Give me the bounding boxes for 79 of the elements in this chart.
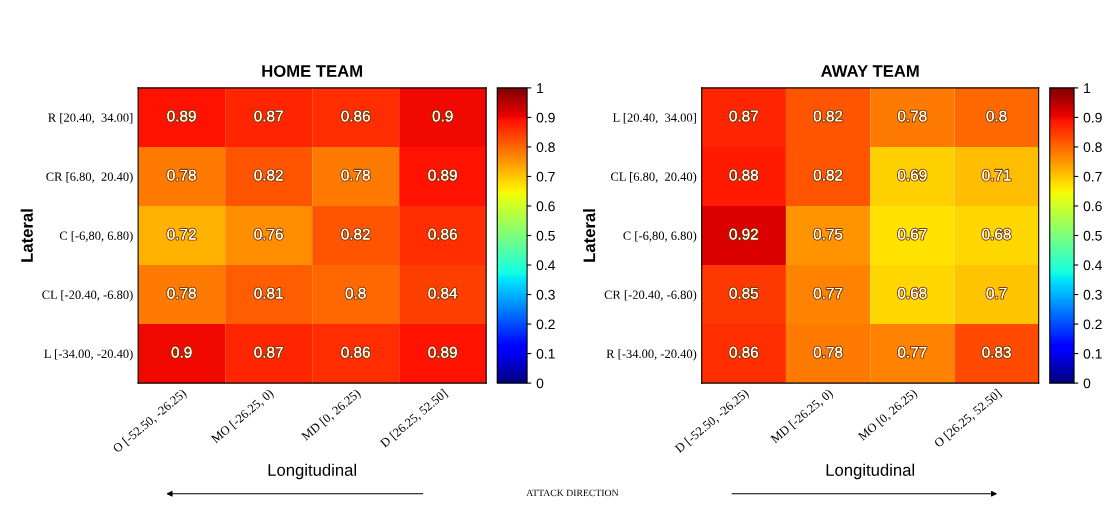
y-tick-label: CR [6.80, 20.40) [46,172,133,184]
color-bar-label: 0.9 [1083,112,1102,123]
color-bar-label: 0.1 [1083,348,1102,359]
color-bar-label: 0 [536,378,544,389]
color-bar-label: 0.5 [1083,230,1102,241]
y-tick-label: CL [6.80, 20.40) [611,172,697,184]
color-bar-label: 0.2 [1083,319,1102,330]
y-tick-label: R [-34.00, -20.40) [606,349,697,361]
data-label: 0.68 [898,287,927,299]
color-bar-label: 0.7 [1083,171,1102,182]
data-label: 0.9 [171,346,192,358]
data-label: 0.82 [813,169,843,181]
data-label: 0.7 [986,287,1007,299]
data-label: 0.89 [428,346,457,358]
color-bar-label: 1 [1084,83,1091,93]
x-axis-title: Longitudinal [826,463,915,480]
data-label: 0.8 [986,110,1007,122]
color-bar-label: 0.8 [1083,142,1102,153]
data-label: 0.82 [341,228,370,240]
data-label: 0.78 [341,169,370,181]
data-label: 0.89 [167,110,196,122]
data-label: 0.9 [432,110,453,122]
data-label: 0.88 [729,169,759,181]
data-label: 0.89 [428,169,457,181]
data-label: 0.78 [813,346,843,358]
data-label: 0.68 [982,228,1011,240]
color-bar-label: 0.3 [1083,289,1102,300]
data-label: 0.87 [254,346,283,358]
data-label: 0.77 [898,346,927,358]
color-bar-label: 0.8 [536,142,555,153]
y-tick-label: L [-34.00, -20.40) [44,349,133,361]
data-label: 0.67 [898,228,927,240]
data-label: 0.78 [167,287,196,299]
y-axis-title: Lateral [20,209,33,262]
data-label: 0.81 [254,287,283,299]
chart-title: HOME TEAM [262,65,362,77]
data-label: 0.78 [898,110,927,122]
x-axis-title: Longitudinal [268,463,356,480]
y-tick-label: L [20.40, 34.00] [612,113,696,124]
data-label: 0.78 [167,169,196,181]
data-label: 0.82 [813,110,843,122]
color-bar-label: 0.1 [536,348,555,359]
color-bar-label: 0.6 [1083,201,1102,212]
data-label: 0.86 [341,110,370,122]
data-label: 0.85 [729,287,759,299]
color-bar-label: 0 [1083,378,1091,389]
data-label: 0.69 [898,169,927,181]
data-label: 0.72 [167,228,196,240]
color-bar-label: 0.9 [536,112,555,123]
color-bar-label: 1 [537,83,544,93]
data-label: 0.76 [254,228,283,240]
y-tick-label: R [20.40, 34.00] [48,113,133,124]
color-bar-label: 0.4 [1083,260,1102,271]
data-label: 0.84 [428,287,458,299]
data-label: 0.8 [345,287,366,299]
data-label: 0.83 [982,346,1011,358]
data-label: 0.77 [813,287,843,299]
data-label: 0.92 [729,228,758,240]
text: ATTACK DIRECTION [526,489,619,497]
data-label: 0.87 [729,110,758,122]
data-label: 0.86 [428,228,457,240]
y-tick-label: C [-6,80, 6.80) [59,231,133,243]
y-tick-label: CR [-20.40, -6.80) [604,290,697,302]
data-label: 0.86 [341,346,370,358]
color-bar-label: 0.2 [536,319,555,330]
color-bar-label: 0.6 [536,201,555,212]
data-label: 0.82 [254,169,283,181]
color-bar-label: 0.3 [536,289,555,300]
data-label: 0.87 [254,110,283,122]
color-bar-label: 0.7 [536,171,555,182]
chart-title: AWAY TEAM [821,65,919,77]
y-axis-title: Lateral [583,209,596,262]
data-label: 0.86 [729,346,758,358]
y-tick-label: C [-6,80, 6.80) [623,231,697,243]
data-label: 0.71 [982,169,1011,181]
data-label: 0.75 [813,228,843,240]
y-tick-label: CL [-20.40, -6.80) [42,290,133,302]
color-bar-label: 0.4 [536,260,556,271]
color-bar-label: 0.5 [536,230,555,241]
